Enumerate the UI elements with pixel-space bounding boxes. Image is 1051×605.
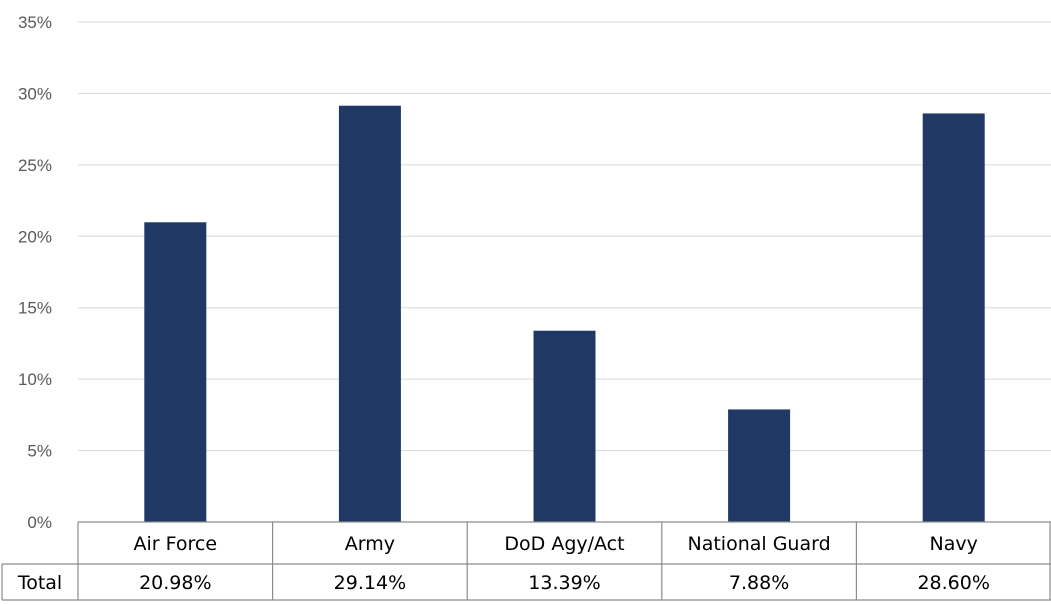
x-category-label: National Guard — [688, 533, 831, 555]
table-value-cell: 28.60% — [917, 572, 989, 594]
y-tick-label: 35% — [18, 13, 52, 32]
y-axis-tick-labels: 0% 5% 10% 15% 20% 25% 30% 35% — [18, 13, 52, 532]
bar-air-force — [144, 222, 207, 523]
table-value-cell: 13.39% — [528, 572, 600, 594]
table-value-cell: 29.14% — [334, 572, 406, 594]
bar-navy — [922, 113, 985, 522]
table-row-label: Total — [17, 572, 62, 594]
bar-national-guard — [728, 409, 791, 522]
y-tick-label: 20% — [18, 227, 52, 246]
gridlines — [78, 21, 1051, 452]
bar-army — [338, 105, 401, 522]
y-tick-label: 5% — [27, 442, 52, 461]
data-table: Total Air Force 20.98% Army 29.14% DoD Agy/Ac… — [1, 521, 1051, 601]
x-category-label: Navy — [930, 533, 978, 555]
y-tick-label: 15% — [18, 299, 52, 318]
x-category-label: DoD Agy/Act — [504, 533, 624, 555]
y-tick-label: 25% — [18, 156, 52, 175]
y-tick-label: 0% — [27, 513, 52, 532]
y-tick-label: 30% — [18, 84, 52, 103]
x-category-label: Air Force — [134, 533, 218, 555]
bars — [144, 105, 985, 523]
table-value-cell: 20.98% — [139, 572, 211, 594]
x-category-label: Army — [345, 533, 395, 555]
bar-dod-agy-act — [533, 330, 596, 522]
table-value-cell: 7.88% — [729, 572, 789, 594]
y-tick-label: 10% — [18, 370, 52, 389]
